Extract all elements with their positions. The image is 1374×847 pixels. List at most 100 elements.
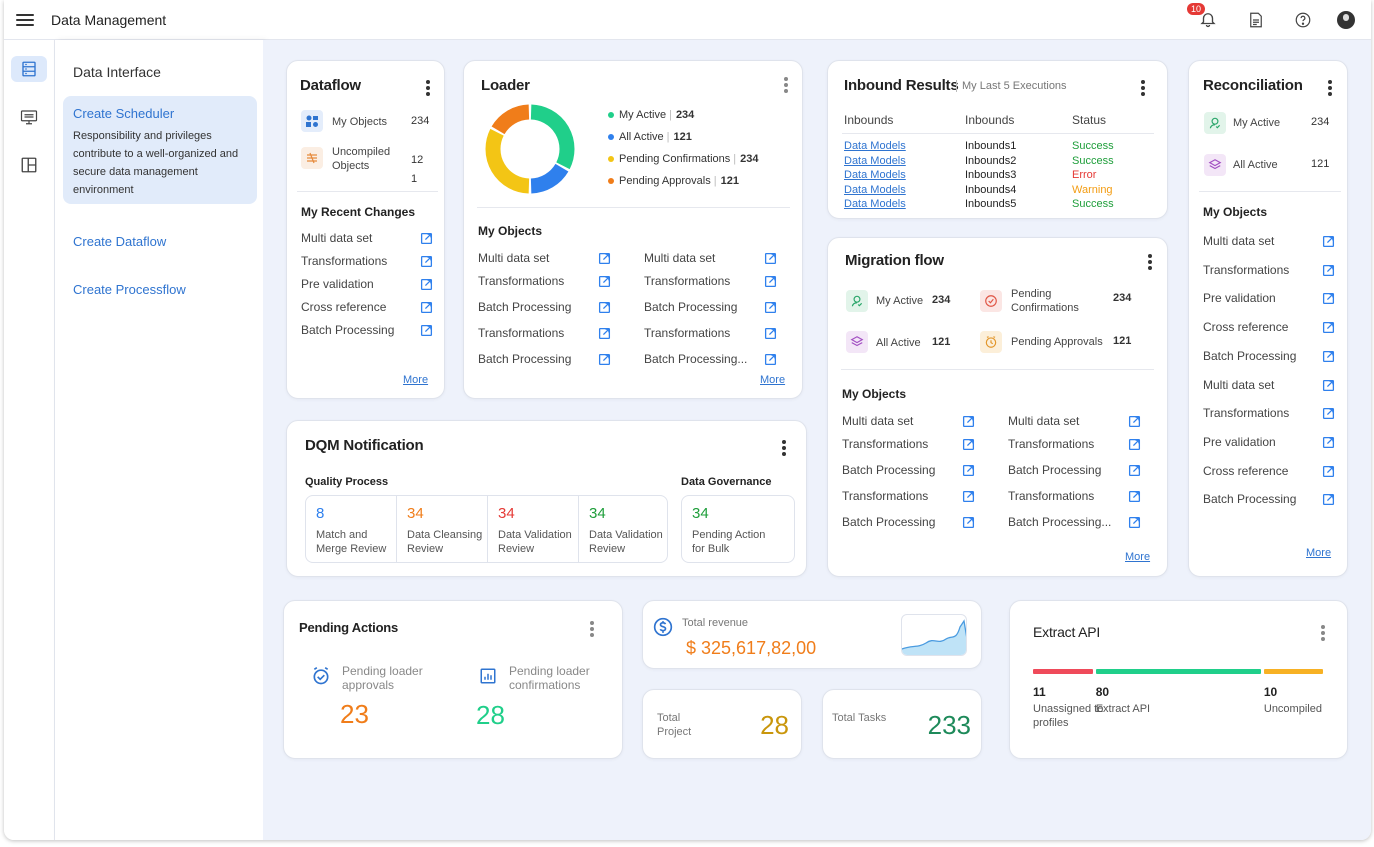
pending-menu-icon[interactable]	[590, 621, 594, 637]
external-link-icon[interactable]	[420, 278, 433, 291]
object-list-item[interactable]: Batch Processing	[1008, 463, 1102, 477]
create-dataflow-link[interactable]: Create Dataflow	[73, 234, 167, 249]
data-models-link[interactable]: Data Models	[844, 169, 906, 182]
external-link-icon[interactable]	[1322, 379, 1335, 392]
external-link-icon[interactable]	[1322, 235, 1335, 248]
object-list-item[interactable]: Cross reference	[1203, 320, 1289, 335]
external-link-icon[interactable]	[764, 353, 777, 366]
object-list-item[interactable]: Multi data set	[1203, 234, 1275, 248]
quality-metric[interactable]: 34 Data Validation Review	[488, 496, 579, 562]
external-link-icon[interactable]	[1322, 292, 1335, 305]
loader-more-link[interactable]: More	[760, 374, 786, 386]
data-interface-nav-icon[interactable]	[11, 56, 47, 82]
external-link-icon[interactable]	[1128, 490, 1141, 503]
object-list-item[interactable]: Transformations	[1008, 437, 1095, 451]
object-list-item[interactable]: Multi data set	[301, 231, 373, 245]
migration-menu-icon[interactable]	[1148, 254, 1152, 270]
object-list-item[interactable]: Transformations	[644, 326, 731, 340]
object-list-item[interactable]: Transformations	[842, 437, 929, 451]
object-list-item[interactable]: Pre validation	[1203, 291, 1276, 306]
avatar-icon[interactable]	[1337, 11, 1355, 29]
object-list-item[interactable]: Multi data set	[1203, 377, 1275, 392]
object-list-item[interactable]: Transformations	[1203, 406, 1290, 421]
external-link-icon[interactable]	[1322, 407, 1335, 420]
external-link-icon[interactable]	[1322, 264, 1335, 277]
object-list-item[interactable]: Batch Processing	[1203, 348, 1297, 363]
external-link-icon[interactable]	[1128, 464, 1141, 477]
migration-more-link[interactable]: More	[1125, 551, 1151, 563]
object-list-item[interactable]: Transformations	[301, 254, 388, 268]
object-list-item[interactable]: Batch Processing	[478, 352, 572, 366]
external-link-icon[interactable]	[962, 490, 975, 503]
external-link-icon[interactable]	[1322, 493, 1335, 506]
reconciliation-menu-icon[interactable]	[1328, 80, 1332, 96]
object-list-item[interactable]: Transformations	[842, 489, 929, 503]
object-list-item[interactable]: Pre validation	[1203, 434, 1276, 449]
governance-metric[interactable]: 34 Pending Action for Bulk	[682, 496, 794, 562]
data-models-link[interactable]: Data Models	[844, 154, 906, 167]
external-link-icon[interactable]	[962, 516, 975, 529]
object-list-item[interactable]: Transformations	[644, 274, 731, 288]
external-link-icon[interactable]	[1128, 438, 1141, 451]
inbound-menu-icon[interactable]	[1141, 80, 1145, 96]
object-list-item[interactable]: Batch Processing	[478, 300, 572, 314]
data-models-link[interactable]: Data Models	[844, 183, 906, 196]
create-scheduler-item[interactable]: Create Scheduler Responsibility and priv…	[63, 96, 257, 204]
external-link-icon[interactable]	[962, 464, 975, 477]
external-link-icon[interactable]	[598, 275, 611, 288]
object-list-item[interactable]: Batch Processing	[842, 463, 936, 477]
external-link-icon[interactable]	[420, 301, 433, 314]
external-link-icon[interactable]	[764, 275, 777, 288]
report-icon[interactable]	[1247, 11, 1267, 31]
external-link-icon[interactable]	[598, 353, 611, 366]
external-link-icon[interactable]	[962, 438, 975, 451]
object-list-item[interactable]: Transformations	[478, 326, 565, 340]
dataflow-more-link[interactable]: More	[403, 374, 429, 386]
quality-metric[interactable]: 8 Match and Merge Review	[306, 496, 397, 562]
object-list-item[interactable]: Batch Processing	[301, 323, 395, 337]
external-link-icon[interactable]	[598, 301, 611, 314]
external-link-icon[interactable]	[420, 232, 433, 245]
quality-metric[interactable]: 34 Data Validation Review	[579, 496, 669, 562]
object-list-item[interactable]: Multi data set	[842, 414, 914, 428]
external-link-icon[interactable]	[1128, 516, 1141, 529]
object-list-item[interactable]: Transformations	[1008, 489, 1095, 503]
object-list-item[interactable]: Cross reference	[301, 300, 387, 314]
object-list-item[interactable]: Multi data set	[478, 251, 550, 265]
object-list-item[interactable]: Batch Processing...	[1008, 515, 1112, 529]
external-link-icon[interactable]	[962, 415, 975, 428]
object-list-item[interactable]: Multi data set	[644, 251, 716, 265]
object-list-item[interactable]: Multi data set	[1008, 414, 1080, 428]
object-list-item[interactable]: Transformations	[1203, 262, 1290, 277]
monitor-settings-icon[interactable]	[11, 104, 47, 130]
object-list-item[interactable]: Batch Processing	[842, 515, 936, 529]
help-icon[interactable]	[1294, 11, 1314, 31]
external-link-icon[interactable]	[1322, 436, 1335, 449]
data-models-link[interactable]: Data Models	[844, 198, 906, 211]
object-list-item[interactable]: Transformations	[478, 274, 565, 288]
external-link-icon[interactable]	[420, 255, 433, 268]
dqm-menu-icon[interactable]	[782, 440, 786, 456]
object-list-item[interactable]: Batch Processing	[644, 300, 738, 314]
create-processflow-link[interactable]: Create Processflow	[73, 282, 186, 297]
external-link-icon[interactable]	[764, 252, 777, 265]
external-link-icon[interactable]	[1322, 321, 1335, 334]
hamburger-icon[interactable]	[16, 14, 34, 26]
bell-icon[interactable]: 10	[1187, 3, 1219, 30]
object-list-item[interactable]: Cross reference	[1203, 463, 1289, 478]
external-link-icon[interactable]	[1322, 465, 1335, 478]
extract-menu-icon[interactable]	[1321, 625, 1325, 641]
external-link-icon[interactable]	[598, 327, 611, 340]
object-list-item[interactable]: Pre validation	[301, 277, 374, 291]
external-link-icon[interactable]	[1128, 415, 1141, 428]
object-list-item[interactable]: Batch Processing	[1203, 492, 1297, 507]
quality-metric[interactable]: 34 Data Cleansing Review	[397, 496, 488, 562]
loader-menu-icon[interactable]	[784, 77, 788, 93]
reconciliation-more-link[interactable]: More	[1306, 547, 1332, 559]
object-list-item[interactable]: Batch Processing...	[644, 352, 748, 366]
dataflow-menu-icon[interactable]	[426, 80, 430, 96]
layout-icon[interactable]	[11, 152, 47, 178]
external-link-icon[interactable]	[764, 327, 777, 340]
data-models-link[interactable]: Data Models	[844, 140, 906, 152]
external-link-icon[interactable]	[598, 252, 611, 265]
